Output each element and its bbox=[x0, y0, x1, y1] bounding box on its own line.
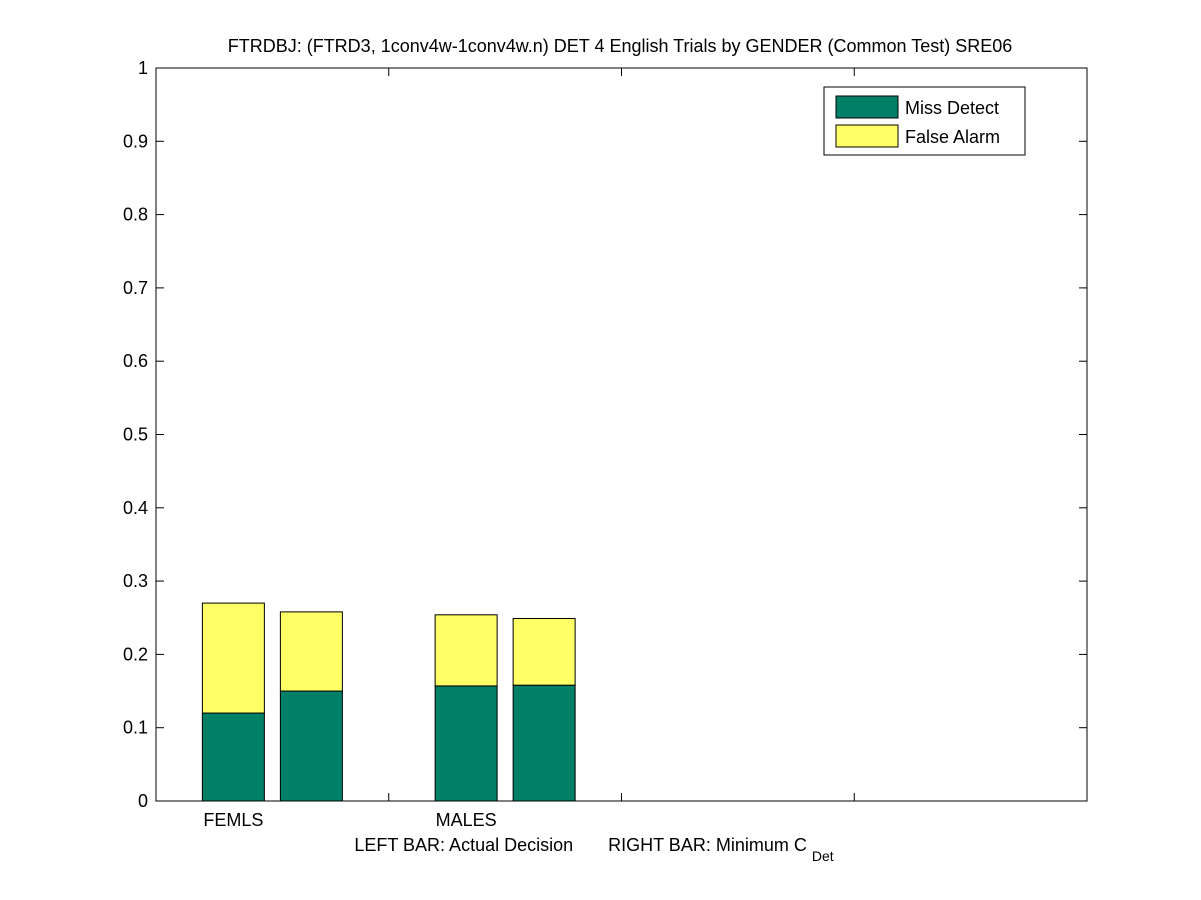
legend-swatch-false-alarm bbox=[835, 124, 899, 148]
bar-segment-femls-minimum-miss-detect bbox=[279, 690, 343, 802]
bar-group bbox=[201, 602, 576, 802]
bar-segment-males-minimum-false-alarm bbox=[512, 617, 576, 686]
y-tick-label: 0.4 bbox=[123, 498, 148, 518]
legend-swatch-miss-detect bbox=[835, 95, 899, 119]
chart-title: FTRDBJ: (FTRD3, 1conv4w-1conv4w.n) DET 4… bbox=[228, 36, 1013, 56]
bar-segment-males-actual-false-alarm bbox=[434, 614, 498, 687]
bar-segment-femls-minimum-false-alarm bbox=[279, 611, 343, 692]
y-tick-label: 0.9 bbox=[123, 131, 148, 151]
y-tick-label: 0.7 bbox=[123, 278, 148, 298]
y-axis: 0 0.1 0.2 0.3 0.4 0.5 0.6 0.7 0.8 0.9 1 bbox=[123, 58, 1087, 811]
x-axis: FEMLS MALES bbox=[203, 68, 855, 830]
y-tick-label: 0 bbox=[138, 791, 148, 811]
y-tick-label: 0.1 bbox=[123, 718, 148, 738]
y-tick-label: 0.6 bbox=[123, 351, 148, 371]
bar-segment-femls-actual-miss-detect bbox=[201, 712, 265, 802]
y-tick-label: 1 bbox=[138, 58, 148, 78]
y-tick-label: 0.5 bbox=[123, 425, 148, 445]
bar-segment-males-actual-miss-detect bbox=[434, 685, 498, 802]
x-axis-label-right: RIGHT BAR: Minimum C bbox=[608, 835, 807, 855]
y-tick-label: 0.8 bbox=[123, 205, 148, 225]
x-axis-label-subscript: Det bbox=[812, 848, 834, 864]
y-tick-label: 0.3 bbox=[123, 571, 148, 591]
bar-segment-males-minimum-miss-detect bbox=[512, 684, 576, 802]
legend-label-false-alarm: False Alarm bbox=[905, 127, 1000, 147]
x-axis-label: LEFT BAR: Actual Decision RIGHT BAR: Min… bbox=[354, 835, 833, 864]
legend-label-miss-detect: Miss Detect bbox=[905, 98, 999, 118]
legend: Miss Detect False Alarm bbox=[823, 86, 1026, 156]
bar-segment-femls-actual-false-alarm bbox=[201, 602, 265, 714]
x-category-label: MALES bbox=[436, 810, 497, 830]
y-tick-label: 0.2 bbox=[123, 644, 148, 664]
x-category-label: FEMLS bbox=[203, 810, 263, 830]
x-axis-label-left: LEFT BAR: Actual Decision bbox=[354, 835, 573, 855]
